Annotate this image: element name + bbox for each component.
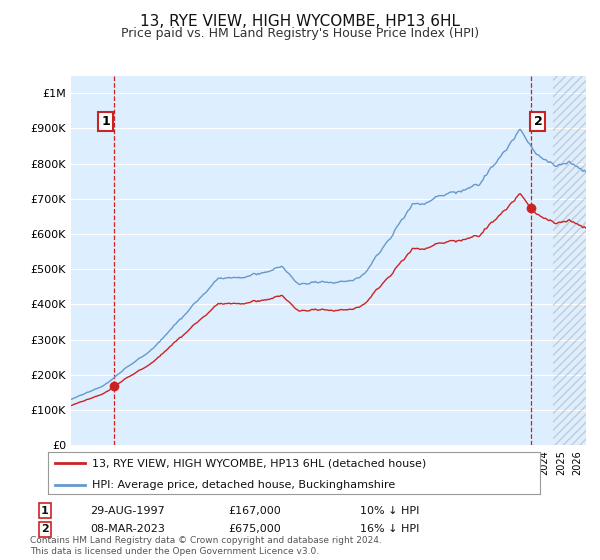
Text: 1: 1 [101, 115, 110, 128]
Text: 2: 2 [533, 115, 542, 128]
Text: 1: 1 [41, 506, 49, 516]
Text: 13, RYE VIEW, HIGH WYCOMBE, HP13 6HL: 13, RYE VIEW, HIGH WYCOMBE, HP13 6HL [140, 14, 460, 29]
Bar [553, 76, 586, 445]
Text: £675,000: £675,000 [228, 524, 281, 534]
Text: Price paid vs. HM Land Registry's House Price Index (HPI): Price paid vs. HM Land Registry's House … [121, 27, 479, 40]
Text: Contains HM Land Registry data © Crown copyright and database right 2024.
This d: Contains HM Land Registry data © Crown c… [30, 536, 382, 556]
Text: 08-MAR-2023: 08-MAR-2023 [90, 524, 165, 534]
Text: 10% ↓ HPI: 10% ↓ HPI [360, 506, 419, 516]
Text: £167,000: £167,000 [228, 506, 281, 516]
Text: 2: 2 [41, 524, 49, 534]
Text: 13, RYE VIEW, HIGH WYCOMBE, HP13 6HL (detached house): 13, RYE VIEW, HIGH WYCOMBE, HP13 6HL (de… [92, 458, 427, 468]
Text: HPI: Average price, detached house, Buckinghamshire: HPI: Average price, detached house, Buck… [92, 480, 395, 489]
Text: 29-AUG-1997: 29-AUG-1997 [90, 506, 165, 516]
Text: 16% ↓ HPI: 16% ↓ HPI [360, 524, 419, 534]
Bar [553, 76, 586, 445]
